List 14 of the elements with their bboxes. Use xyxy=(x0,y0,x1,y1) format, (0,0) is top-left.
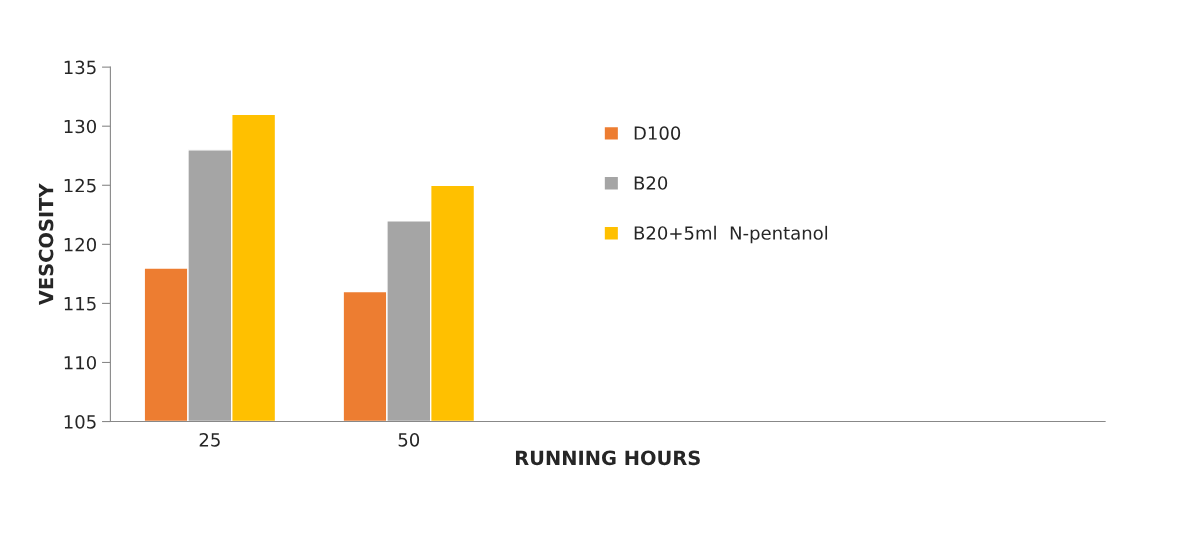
legend-label: B20+5ml N-pentanol xyxy=(634,225,828,244)
legend-label: D100 xyxy=(634,126,681,140)
y-tick-label: 130 xyxy=(64,119,96,134)
y-tick-label: 105 xyxy=(64,415,96,429)
y-tick-label: 115 xyxy=(64,297,96,311)
legend-label: B20 xyxy=(634,176,668,190)
y-axis-title: VESCOSITY xyxy=(38,183,54,306)
y-tick-label: 110 xyxy=(64,355,96,370)
y-tick-label: 125 xyxy=(64,178,96,193)
x-tick-label: 25 xyxy=(199,432,220,447)
x-axis-title: RUNNING HOURS xyxy=(515,450,700,466)
x-tick-label: 50 xyxy=(398,432,420,447)
y-tick-label: 120 xyxy=(64,237,96,252)
y-tick-label: 135 xyxy=(64,60,96,75)
